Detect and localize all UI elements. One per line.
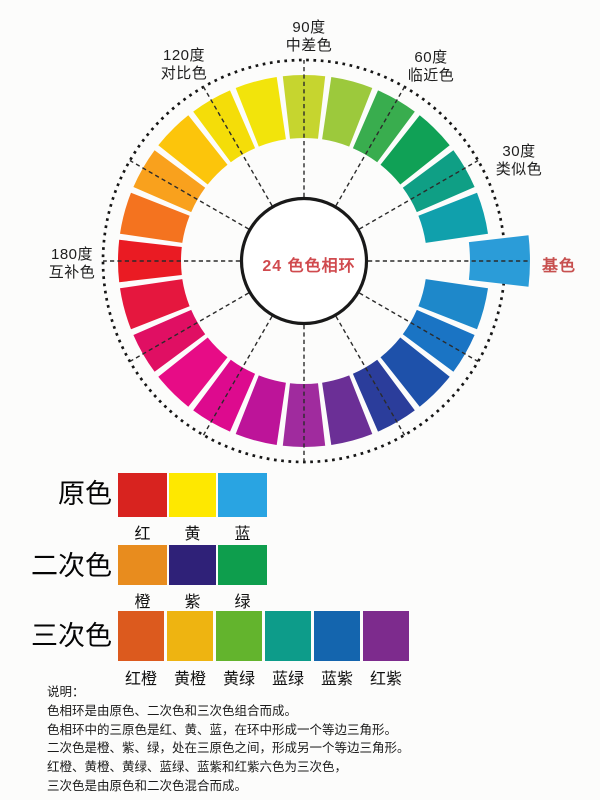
wheel-segment-300deg bbox=[352, 359, 415, 432]
wheel-segment-210deg bbox=[133, 309, 206, 372]
swatch-label-blue: 蓝 bbox=[234, 526, 251, 543]
guide-line-330deg bbox=[359, 292, 479, 363]
wheel-segment-0deg bbox=[468, 235, 530, 287]
swatch-green bbox=[218, 545, 267, 585]
angle-label-180deg-degrees: 180度 bbox=[50, 246, 94, 263]
swatch-label-green: 绿 bbox=[234, 594, 251, 611]
wheel-segment-60deg bbox=[352, 90, 415, 163]
swatch-label-red: 红 bbox=[134, 526, 151, 543]
swatch-orange bbox=[118, 545, 167, 585]
wheel-segment-225deg bbox=[158, 337, 228, 407]
swatch-blue-green bbox=[265, 611, 311, 661]
swatch-label-yellow: 黄 bbox=[184, 526, 201, 543]
notes-title: 说明： bbox=[47, 685, 85, 699]
guide-line-150deg bbox=[129, 159, 249, 230]
wheel-segment-330deg bbox=[402, 309, 475, 372]
wheel-segment-165deg bbox=[120, 192, 190, 243]
wheel-segment-120deg bbox=[193, 90, 256, 163]
legend-title-primary: 原色 bbox=[58, 479, 112, 509]
swatch-label-blue-green: 蓝绿 bbox=[271, 671, 304, 688]
swatch-yellow-green bbox=[216, 611, 262, 661]
guide-line-60deg bbox=[335, 86, 406, 206]
angle-label-30deg-name: 类似色 bbox=[495, 161, 543, 178]
angle-label-120deg-name: 对比色 bbox=[160, 65, 208, 82]
notes-line: 二次色是橙、紫、绿，处在三原色之间，形成另一个等边三角形。 bbox=[47, 741, 410, 756]
wheel-segment-315deg bbox=[380, 337, 450, 407]
angle-label-30deg: 30度 类似色 bbox=[464, 143, 574, 179]
angle-label-30deg-degrees: 30度 bbox=[502, 143, 536, 160]
notes-line: 红橙、黄橙、黄绿、蓝绿、蓝紫和红紫六色为三次色， bbox=[47, 760, 348, 775]
guide-line-30deg bbox=[359, 159, 479, 230]
swatch-label-yellow-orange: 黄橙 bbox=[173, 671, 206, 688]
wheel-segment-255deg bbox=[235, 375, 286, 445]
swatch-label-orange: 橙 bbox=[134, 594, 151, 611]
angle-label-180deg: 180度 互补色 bbox=[17, 246, 127, 282]
legend-title-tertiary: 三次色 bbox=[31, 621, 112, 651]
swatch-red-purple bbox=[363, 611, 409, 661]
wheel-segment-150deg bbox=[133, 150, 206, 213]
angle-label-180deg-name: 互补色 bbox=[48, 264, 96, 281]
wheel-segment-105deg bbox=[235, 77, 286, 147]
angle-label-90deg-name: 中差色 bbox=[285, 37, 333, 54]
angle-label-60deg-degrees: 60度 bbox=[414, 49, 448, 66]
angle-label-60deg: 60度 临近色 bbox=[376, 49, 486, 85]
legend-title-secondary: 二次色 bbox=[31, 551, 112, 581]
guide-line-240deg bbox=[202, 316, 273, 436]
inner-circle bbox=[239, 196, 369, 326]
wheel-segment-345deg bbox=[418, 279, 488, 330]
guide-line-300deg bbox=[335, 316, 406, 436]
swatch-purple bbox=[169, 545, 216, 585]
wheel-segment-30deg bbox=[402, 150, 475, 213]
guide-line-120deg bbox=[202, 86, 273, 206]
wheel-segment-135deg bbox=[158, 115, 228, 185]
swatch-label-red-orange: 红橙 bbox=[124, 671, 157, 688]
angle-label-120deg: 120度 对比色 bbox=[129, 47, 239, 83]
angle-label-60deg-name: 临近色 bbox=[407, 67, 455, 84]
angle-label-90deg-degrees: 90度 bbox=[292, 19, 326, 36]
wheel-segment-15deg bbox=[418, 192, 488, 243]
guide-line-210deg bbox=[129, 292, 249, 363]
swatch-label-yellow-green: 黄绿 bbox=[222, 671, 255, 688]
swatch-blue bbox=[218, 473, 267, 517]
base-color-label: 基色 bbox=[541, 258, 576, 275]
swatch-label-blue-purple: 蓝紫 bbox=[320, 671, 353, 688]
swatch-blue-purple bbox=[314, 611, 360, 661]
swatch-red bbox=[118, 473, 167, 517]
swatch-label-red-purple: 红紫 bbox=[369, 671, 402, 688]
angle-label-120deg-degrees: 120度 bbox=[162, 47, 206, 64]
wheel-segment-195deg bbox=[120, 279, 190, 330]
notes-line: 三次色是由原色和二次色混合而成。 bbox=[47, 778, 248, 793]
notes-line: 色相环是由原色、二次色和三次色组合而成。 bbox=[47, 703, 298, 718]
swatch-yellow-orange bbox=[167, 611, 213, 661]
notes-line: 色相环中的三原色是红、黄、蓝，在环中形成一个等边三角形。 bbox=[47, 722, 398, 737]
swatch-red-orange bbox=[118, 611, 164, 661]
wheel-segment-240deg bbox=[193, 359, 256, 432]
swatch-label-purple: 紫 bbox=[184, 594, 201, 611]
wheel-segment-45deg bbox=[380, 115, 450, 185]
wheel-segment-285deg bbox=[322, 375, 373, 445]
swatch-yellow bbox=[169, 473, 216, 517]
notes-block: 说明： 色相环是由原色、二次色和三次色组合而成。 色相环中的三原色是红、黄、蓝，… bbox=[47, 683, 587, 796]
wheel-segment-75deg bbox=[322, 77, 373, 147]
wheel-center-title: 24 色色相环 bbox=[262, 258, 356, 275]
color-wheel bbox=[101, 58, 530, 464]
angle-label-90deg: 90度 中差色 bbox=[254, 19, 364, 55]
